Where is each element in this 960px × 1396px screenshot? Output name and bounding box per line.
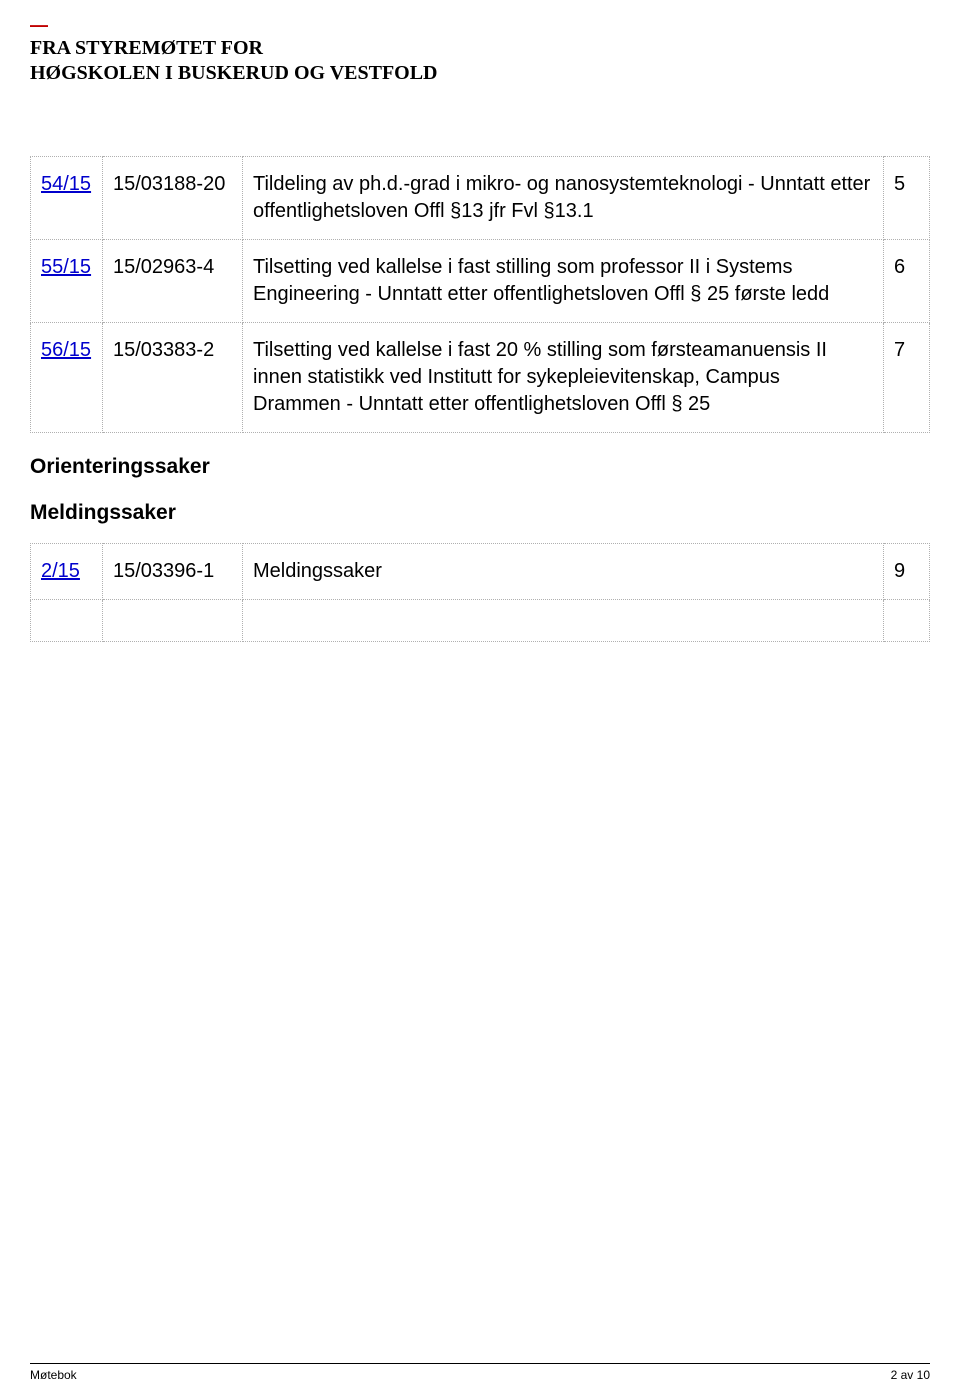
table-row: 56/15 15/03383-2 Tilsetting ved kallelse…: [31, 323, 930, 433]
case-page: 5: [884, 157, 930, 240]
case-link[interactable]: 56/15: [41, 339, 91, 361]
page-title: FRA STYREMØTET FOR HØGSKOLEN I BUSKERUD …: [30, 36, 930, 86]
footer-left: Møtebok: [30, 1368, 77, 1382]
case-desc: Tildeling av ph.d.-grad i mikro- og nano…: [243, 157, 884, 240]
case-ref: 15/03383-2: [103, 323, 243, 433]
case-link[interactable]: 54/15: [41, 173, 91, 195]
case-ref: 15/03188-20: [103, 157, 243, 240]
melding-page: 9: [884, 544, 930, 600]
melding-ref: 15/03396-1: [103, 544, 243, 600]
case-desc: Tilsetting ved kallelse i fast stilling …: [243, 240, 884, 323]
footer-right: 2 av 10: [891, 1368, 930, 1382]
case-page: 6: [884, 240, 930, 323]
table-row: 2/15 15/03396-1 Meldingssaker 9: [31, 544, 930, 600]
case-page: 7: [884, 323, 930, 433]
page-footer: Møtebok 2 av 10: [30, 1363, 930, 1382]
header-dash: —: [30, 20, 930, 30]
case-desc: Tilsetting ved kallelse i fast 20 % stil…: [243, 323, 884, 433]
case-ref: 15/02963-4: [103, 240, 243, 323]
table-row: [31, 600, 930, 642]
orienteringssaker-heading: Orienteringssaker: [30, 455, 930, 479]
melding-link[interactable]: 2/15: [41, 560, 80, 582]
meldingssaker-heading: Meldingssaker: [30, 501, 930, 525]
header-line1: FRA STYREMØTET FOR: [30, 37, 263, 59]
table-row: 54/15 15/03188-20 Tildeling av ph.d.-gra…: [31, 157, 930, 240]
meldings-table: 2/15 15/03396-1 Meldingssaker 9: [30, 543, 930, 642]
table-row: 55/15 15/02963-4 Tilsetting ved kallelse…: [31, 240, 930, 323]
melding-desc: Meldingssaker: [243, 544, 884, 600]
case-link[interactable]: 55/15: [41, 256, 91, 278]
header-line2: HØGSKOLEN I BUSKERUD OG VESTFOLD: [30, 62, 438, 84]
cases-table: 54/15 15/03188-20 Tildeling av ph.d.-gra…: [30, 156, 930, 433]
